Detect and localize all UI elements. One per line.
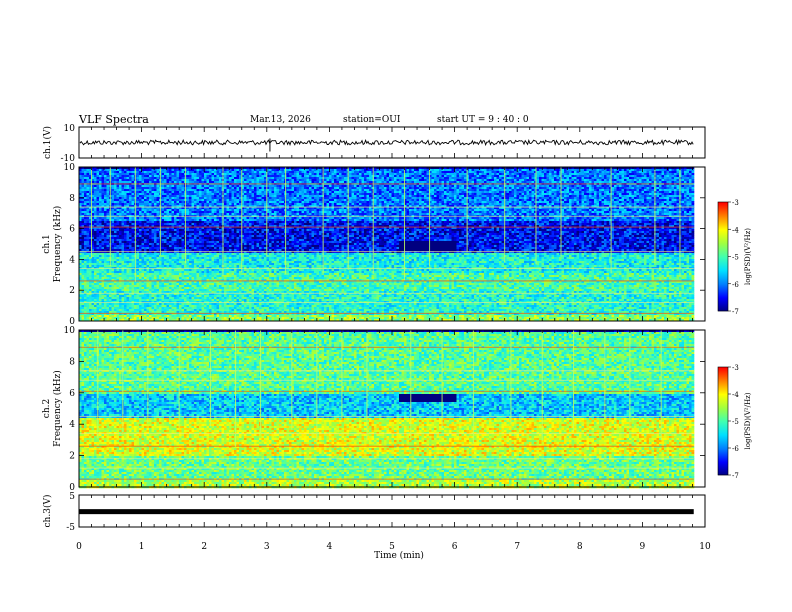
freq-tick-label: 6 [69,225,75,235]
colorbar-tick-label: -4 [732,391,739,399]
freq-tick-label: 4 [69,255,75,265]
ch3-ytick-top: 5 [69,492,75,502]
time-tick-label: 4 [327,542,333,552]
colorbar-tick-label: -4 [732,226,739,234]
freq-tick-label: 4 [69,420,75,430]
colorbar-tick-label: -3 [732,199,739,207]
spectrogram-cells [79,167,694,321]
time-tick-label: 1 [139,542,145,552]
time-tick-label: 3 [264,542,270,552]
ch3-ylabel: ch.3(V) [42,495,53,528]
ch1-trace [80,140,693,145]
spectrogram-cells [79,330,694,488]
colorbar-tick-label: -7 [732,308,739,316]
freq-tick-label: 2 [69,452,75,462]
freq-tick-label: 10 [64,326,76,336]
freq-tick-label: 2 [69,286,75,296]
ch1-ylabel: ch.1(V) [42,126,53,159]
colorbar-tick-label: -5 [732,418,739,426]
ch3-waveform-panel: 5 -5 ch.3(V) [42,492,705,533]
time-tick-label: 6 [452,542,458,552]
spectrogram-channel-label: ch.2 [42,399,52,418]
colorbar-tick-label: -7 [732,472,739,480]
spectrogram-ylabel: Frequency (kHz) [52,370,63,447]
freq-tick-label: 8 [69,357,75,367]
ch3-trace [79,509,694,514]
time-tick-label: 8 [577,542,583,552]
ch2-colorbar: -3 -4 -5 -6 -7 log(PSD)(V²/Hz) [718,364,752,480]
time-tick-label: 0 [76,542,82,552]
time-tick-label: 10 [699,542,711,552]
freq-tick-label: 8 [69,194,75,204]
ch1-ytick-top: 10 [64,124,76,134]
ch1-colorbar: -3 -4 -5 -6 -7 log(PSD)(V²/Hz) [718,199,752,316]
time-tick-label: 7 [514,542,520,552]
colorbar-tick-label: -3 [732,364,739,372]
time-tick-label: 9 [640,542,646,552]
freq-tick-label: 10 [64,163,76,173]
colorbar-label: log(PSD)(V²/Hz) [744,392,752,449]
colorbar-label: log(PSD)(V²/Hz) [744,228,752,285]
spectrogram-channel-label: ch.1 [42,234,52,253]
freq-tick-label: 6 [69,389,75,399]
time-axis-label: Time (min) [374,550,424,561]
time-tick-label: 2 [201,542,207,552]
colorbar-tick-label: -6 [732,281,739,289]
colorbar-tick-label: -6 [732,445,739,453]
colorbar-tick-label: -5 [732,254,739,262]
ch3-ytick-bottom: -5 [66,523,75,533]
spectrogram-ylabel: Frequency (kHz) [52,206,63,283]
